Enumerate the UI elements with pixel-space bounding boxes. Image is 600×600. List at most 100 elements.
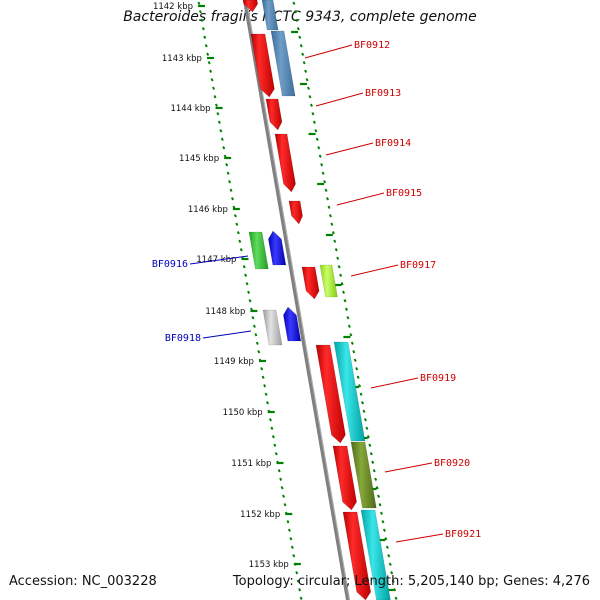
- scale-dot: [347, 324, 351, 328]
- gene-bf0920: [332, 445, 357, 511]
- leader-line: [336, 192, 385, 206]
- scale-dot: [331, 231, 335, 235]
- scale-dot: [296, 27, 300, 31]
- scale-dot: [292, 554, 296, 558]
- gene-label-bf0919: BF0919: [420, 373, 456, 384]
- scale-dot: [308, 95, 312, 99]
- scale-dot: [261, 375, 265, 379]
- scale-dot: [295, 18, 299, 22]
- cog-bar-bf0916: [248, 231, 269, 270]
- scale-dot: [379, 511, 383, 515]
- scale-dot: [254, 333, 258, 337]
- tick-label: 1153 kbp: [249, 560, 289, 570]
- scale-dot: [282, 494, 286, 498]
- backbone-highlight: [246, 0, 350, 600]
- scale-dot: [359, 392, 363, 396]
- cog-bar-bf0921: [360, 509, 391, 600]
- scale-dot: [242, 265, 246, 269]
- gene-bf0913: [265, 98, 283, 131]
- scale-dot: [309, 103, 313, 107]
- gene-bf0912: [250, 33, 275, 98]
- gene-bf0919: [315, 344, 346, 444]
- scale-dot: [204, 44, 208, 48]
- scale-dot: [273, 443, 277, 447]
- scale-dot: [286, 520, 290, 524]
- scale-dot: [296, 579, 300, 583]
- scale-dot: [217, 120, 221, 124]
- scale-dot: [391, 579, 395, 583]
- scale-dot: [350, 341, 354, 345]
- scale-dot: [377, 494, 381, 498]
- scale-dot: [270, 426, 274, 430]
- scale-dot: [365, 426, 369, 430]
- scale-dot: [366, 435, 370, 439]
- scale-dot: [342, 290, 346, 294]
- scale-dot: [318, 154, 322, 158]
- scale-dot: [384, 537, 388, 541]
- scale-dot: [248, 299, 252, 303]
- scale-dot: [312, 120, 316, 124]
- scale-dot: [378, 503, 382, 507]
- scale-dot: [299, 44, 303, 48]
- scale-dot: [336, 256, 340, 260]
- genome-summary: Topology: circular; Length: 5,205,140 bp…: [232, 574, 590, 589]
- scale-dot: [305, 78, 309, 82]
- scale-dot: [327, 205, 331, 209]
- scale-dot: [334, 248, 338, 252]
- tick-label: 1144 kbp: [170, 104, 210, 114]
- tick-label: 1150 kbp: [223, 408, 263, 418]
- scale-dot: [387, 554, 391, 558]
- gene-bf0912-top: [242, 0, 258, 13]
- scale-dot: [274, 452, 278, 456]
- tick-label: 1152 kbp: [240, 510, 280, 520]
- scale-dot: [352, 350, 356, 354]
- scale-dot: [388, 562, 392, 566]
- gene-bf0918: [283, 306, 302, 342]
- gene-label-bf0920: BF0920: [434, 458, 470, 469]
- gene-label-bf0914: BF0914: [375, 138, 411, 149]
- scale-dot: [298, 588, 302, 592]
- gene-label-bf0912: BF0912: [354, 40, 390, 51]
- scale-dot: [225, 163, 229, 167]
- scale-dot: [301, 52, 305, 56]
- scale-dot: [201, 27, 205, 31]
- scale-dot: [353, 358, 357, 362]
- scale-dot: [228, 180, 232, 184]
- scale-dot: [200, 18, 204, 22]
- scale-dot: [235, 222, 239, 226]
- scale-dot: [340, 282, 344, 286]
- scale-dot: [349, 333, 353, 337]
- scale-dot: [304, 69, 308, 73]
- leader-line: [325, 142, 374, 156]
- scale-dot: [277, 469, 281, 473]
- scale-dot: [321, 171, 325, 175]
- scale-dot: [245, 282, 249, 286]
- scale-dot: [216, 112, 220, 116]
- leader-line: [315, 92, 364, 107]
- scale-dot: [257, 350, 261, 354]
- gene-bf0917: [301, 266, 320, 300]
- scale-dot: [268, 418, 272, 422]
- scale-dot: [198, 10, 202, 14]
- cog-bar-bf0920: [350, 441, 377, 509]
- scale-dot: [222, 146, 226, 150]
- scale-dot: [372, 469, 376, 473]
- scale-dot: [311, 112, 315, 116]
- scale-dot: [292, 1, 296, 5]
- gene-bf0914: [274, 133, 296, 193]
- scale-dot: [210, 78, 214, 82]
- scale-dot: [255, 341, 259, 345]
- scale-dot: [220, 137, 224, 141]
- tick-label: 1143 kbp: [162, 54, 202, 64]
- scale-dot: [320, 163, 324, 167]
- leader-line: [395, 533, 444, 543]
- scale-dot: [212, 86, 216, 90]
- scale-dot: [233, 214, 237, 218]
- cog-bar-bf0919: [333, 341, 366, 442]
- leader-line: [304, 44, 353, 59]
- gene-label-bf0917: BF0917: [400, 260, 436, 271]
- scale-dot: [226, 171, 230, 175]
- scale-dot: [266, 401, 270, 405]
- gene-label-bf0913: BF0913: [365, 88, 401, 99]
- gene-label-bf0915: BF0915: [386, 188, 422, 199]
